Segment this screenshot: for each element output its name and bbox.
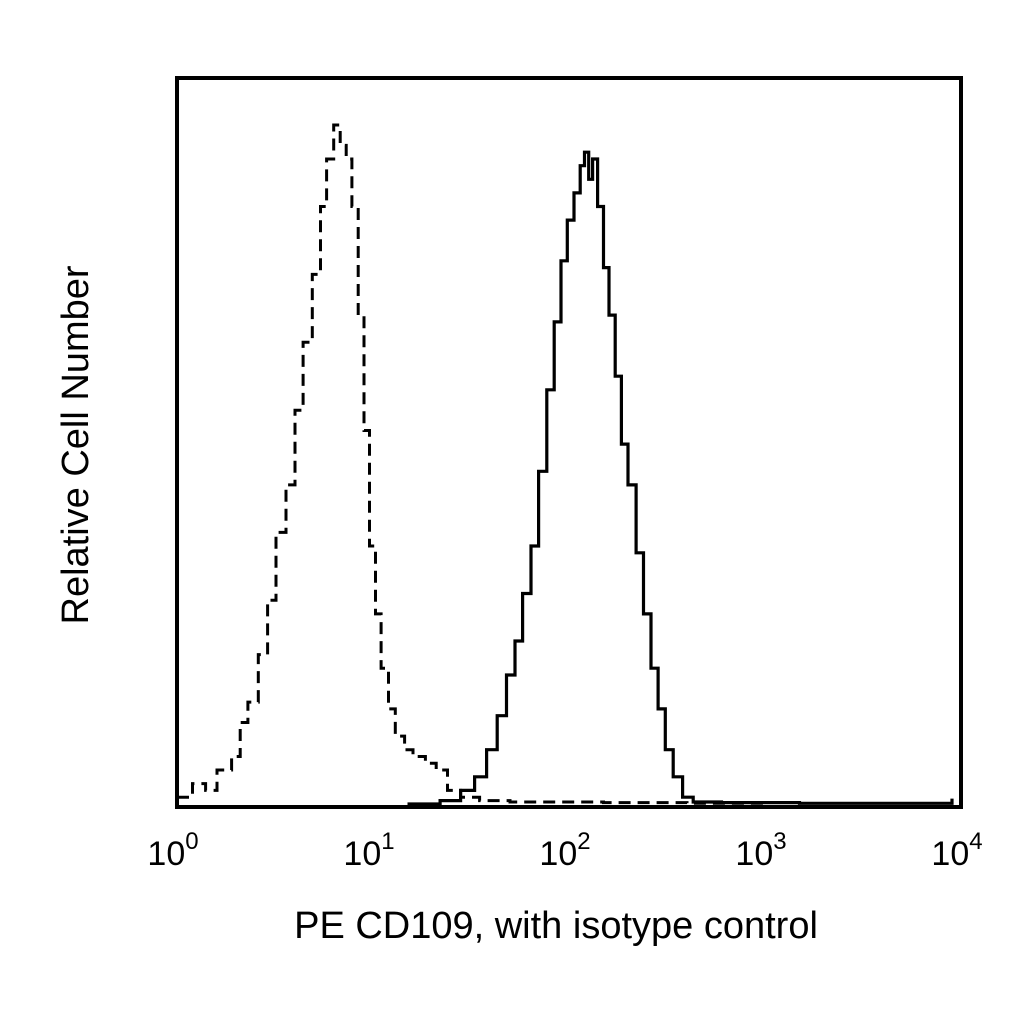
x-tick-base: 10 [735,835,773,873]
x-tick-exponent: 0 [185,828,198,855]
x-tick-base: 10 [539,835,577,873]
x-tick-label: 102 [539,828,590,873]
x-tick-label: 104 [931,828,982,873]
plot-frame [175,76,963,809]
pe-cd109-series [407,150,954,806]
x-tick-exponent: 1 [381,828,394,855]
isotype-control-series [177,123,767,805]
x-tick-label: 100 [147,828,198,873]
x-tick-labels: 100 101 102 103 104 [147,828,982,873]
x-tick-exponent: 4 [969,828,982,855]
x-tick-base: 10 [343,835,381,873]
x-tick-exponent: 2 [577,828,590,855]
x-tick-label: 103 [735,828,786,873]
x-tick-exponent: 3 [773,828,786,855]
y-axis-title: Relative Cell Number [55,265,97,624]
x-tick-base: 10 [147,835,185,873]
series-layer [177,123,954,806]
x-tick-base: 10 [931,835,969,873]
x-axis-title: PE CD109, with isotype control [294,905,818,947]
x-tick-label: 101 [343,828,394,873]
